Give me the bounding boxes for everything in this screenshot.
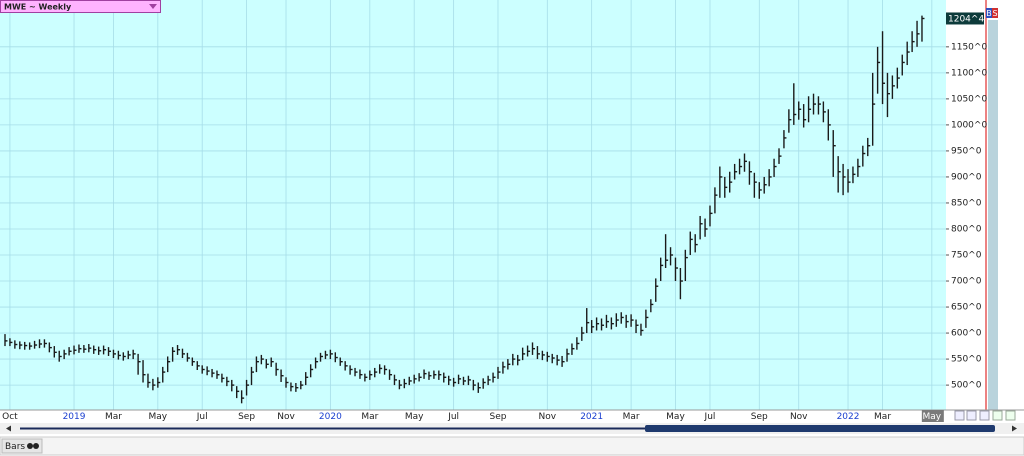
bars [4, 15, 925, 404]
plot-area [0, 0, 946, 410]
y-tick-label: 1150^0 [951, 42, 987, 52]
y-tick-label: 550^0 [951, 355, 982, 365]
buy-label: B [986, 9, 992, 18]
chart-title: MWE ~ Weekly [4, 3, 72, 12]
last-price-label: 1204^4 [948, 14, 984, 24]
x-tick-label: May [405, 412, 424, 422]
y-tick-label: 900^0 [951, 172, 982, 182]
y-tick-label: 1000^0 [951, 120, 987, 130]
tool-button[interactable] [966, 410, 977, 421]
x-tick-label: Oct [2, 412, 18, 422]
x-tick-label: Nov [790, 412, 808, 422]
y-tick-label: 500^0 [951, 381, 982, 391]
x-axis: Oct 2019 Mar May Jul Sep Nov 2020 Mar May Jul Sep No… [2, 410, 944, 422]
x-tick-label: May [149, 412, 168, 422]
style-icon [33, 443, 39, 449]
dropdown-arrow[interactable] [149, 4, 157, 9]
y-axis: 500^0 550^0 600^0 650^0 700^0 750^0 800^0 850^0… [946, 12, 987, 391]
status-bar [0, 436, 1024, 456]
x-tick-label: 2020 [319, 412, 342, 422]
scroll-right[interactable] [1012, 425, 1017, 432]
symbol-dropdown[interactable] [0, 0, 161, 13]
x-tick-label: Jul [704, 412, 716, 422]
y-tick-label: 950^0 [951, 146, 982, 156]
x-tick-label: May [666, 412, 685, 422]
y-tick-label: 1050^0 [951, 94, 987, 104]
tool-button[interactable] [979, 410, 990, 421]
x-tick-label: Sep [490, 412, 507, 422]
chart-style-label: Bars [5, 442, 25, 452]
x-tick-label: May [923, 412, 942, 422]
y-tick-label: 850^0 [951, 198, 982, 208]
style-icon [27, 443, 33, 449]
x-tick-label: Sep [751, 412, 768, 422]
x-tick-label: Mar [874, 412, 891, 422]
buy-button[interactable] [986, 8, 992, 18]
chart-style-button[interactable] [1, 438, 43, 454]
x-label-highlight [921, 410, 944, 422]
sell-button[interactable] [992, 8, 998, 18]
y-tick-label: 700^0 [951, 277, 982, 287]
tool-button[interactable] [1005, 410, 1016, 421]
y-tick-label: 600^0 [951, 329, 982, 339]
x-tick-label: Jul [196, 412, 208, 422]
x-tick-label: Mar [105, 412, 122, 422]
tool-button[interactable] [992, 410, 1003, 421]
x-tick-label: Nov [277, 412, 295, 422]
x-tick-label: Jul [447, 412, 459, 422]
y-tick-label: 800^0 [951, 224, 982, 234]
y-tick-label: 650^0 [951, 303, 982, 313]
x-tick-label: Sep [238, 412, 255, 422]
x-tick-label: Nov [539, 412, 557, 422]
sell-label: S [992, 9, 997, 18]
x-tick-label: 2022 [837, 412, 860, 422]
x-tick-label: Mar [623, 412, 640, 422]
y-tick-label: 750^0 [951, 251, 982, 261]
scroll-left[interactable] [6, 425, 11, 432]
x-tick-label: 2021 [580, 412, 603, 422]
scroll-thumb[interactable] [645, 425, 995, 432]
x-tick-label: Mar [361, 412, 378, 422]
side-strip [988, 20, 998, 410]
x-tick-label: 2019 [63, 412, 86, 422]
tool-button[interactable] [954, 410, 965, 421]
tool-buttons [954, 410, 1016, 421]
y-tick-label: 1100^0 [951, 68, 987, 78]
last-price-box [946, 12, 984, 25]
